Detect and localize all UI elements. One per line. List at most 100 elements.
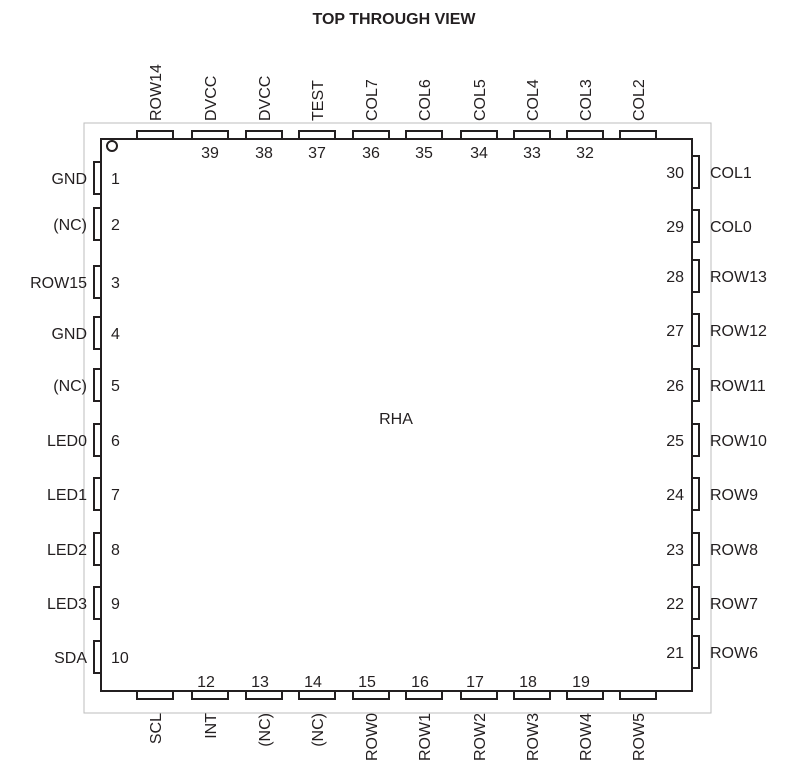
- pin-name-label: ROW9: [710, 487, 758, 504]
- pin-number-label: 34: [470, 145, 488, 162]
- pin-number-label: 3: [111, 275, 120, 292]
- pin-number-label: 16: [411, 674, 429, 691]
- pin-number-label: 30: [666, 165, 684, 182]
- pin-name-label: COL3: [578, 79, 595, 121]
- pin-pad: [93, 316, 101, 350]
- pin-pad: [692, 532, 700, 566]
- pin-number-label: 10: [111, 650, 129, 667]
- pin-number-label: 18: [519, 674, 537, 691]
- pin-name-label: ROW10: [710, 433, 767, 450]
- pin-pad: [93, 265, 101, 299]
- pin-name-label: GND: [51, 171, 87, 188]
- pin-bottom-15: ROW0 15: [352, 674, 390, 761]
- package-label: RHA: [379, 411, 413, 428]
- pin-number-label: 29: [666, 219, 684, 236]
- pin-pad: [692, 635, 700, 669]
- pin1-marker: [106, 140, 118, 152]
- pin-number-label: 38: [255, 145, 273, 162]
- pin-number-label: 5: [111, 378, 120, 395]
- pin-pad: [513, 691, 551, 700]
- pin-number-label: 12: [197, 674, 215, 691]
- pin-name-label: COL6: [417, 79, 434, 121]
- pin-number-label: 1: [111, 171, 120, 188]
- pin-name-label: COL5: [472, 79, 489, 121]
- pin-pad: [136, 691, 174, 700]
- pin-pad: [460, 130, 498, 139]
- pin-pad: [692, 368, 700, 402]
- pin-name-label: ROW7: [710, 596, 758, 613]
- pin-name-label: (NC): [257, 713, 274, 747]
- pin-right-28: ROW13 28: [666, 259, 767, 293]
- pin-pad: [93, 532, 101, 566]
- pin-name-label: COL1: [710, 165, 752, 182]
- pin-pad: [191, 691, 229, 700]
- pin-name-label: SCL: [148, 713, 165, 744]
- pin-number-label: 19: [572, 674, 590, 691]
- pin-pad: [136, 130, 174, 139]
- pin-name-label: ROW12: [710, 323, 767, 340]
- pin-top-38: DVCC 38: [245, 76, 283, 162]
- pin-number-label: 39: [201, 145, 219, 162]
- pin-right-21: ROW6 21: [666, 635, 758, 669]
- pin-pad: [692, 586, 700, 620]
- pin-bottom-13: (NC) 13: [245, 674, 283, 747]
- pin-pad: [191, 130, 229, 139]
- pin-right-25: ROW10 25: [666, 423, 767, 457]
- pin-pad: [352, 691, 390, 700]
- pin-number-label: 26: [666, 378, 684, 395]
- pin-pad: [245, 130, 283, 139]
- pin-pad: [93, 586, 101, 620]
- pin-number-label: 14: [304, 674, 322, 691]
- pin-number-label: 8: [111, 542, 120, 559]
- pin-name-label: ROW6: [710, 645, 758, 662]
- pin-name-label: (NC): [310, 713, 327, 747]
- pin-left-2: (NC) 2: [53, 207, 120, 241]
- pin-pad: [93, 161, 101, 195]
- pin-name-label: LED1: [47, 487, 87, 504]
- pin-number-label: 9: [111, 596, 120, 613]
- pin-pad: [566, 691, 604, 700]
- pin-left-6: LED0 6: [47, 423, 120, 457]
- pin-left-7: LED1 7: [47, 477, 120, 511]
- pin-name-label: DVCC: [257, 76, 274, 121]
- pin-pad: [405, 130, 443, 139]
- pin-name-label: ROW5: [631, 713, 648, 761]
- pin-top-col2: COL2: [619, 79, 657, 139]
- pin-pad: [245, 691, 283, 700]
- pin-top-34: COL5 34: [460, 79, 498, 162]
- pin-right-29: COL0 29: [666, 209, 752, 243]
- pin-pad: [566, 130, 604, 139]
- pin-number-label: 33: [523, 145, 541, 162]
- pin-number-label: 28: [666, 269, 684, 286]
- pin-name-label: ROW11: [710, 378, 766, 395]
- pin-name-label: LED2: [47, 542, 87, 559]
- pin-pad: [692, 259, 700, 293]
- pin-bottom-row5: ROW5: [619, 691, 657, 761]
- pin-name-label: TEST: [310, 80, 327, 121]
- pin-name-label: (NC): [53, 378, 87, 395]
- pin-name-label: COL4: [525, 79, 542, 121]
- pin-number-label: 4: [111, 326, 120, 343]
- pin-pad: [93, 423, 101, 457]
- pin-pad: [692, 423, 700, 457]
- pin-top-33: COL4 33: [513, 79, 551, 162]
- pin-name-label: COL0: [710, 219, 752, 236]
- pin-pad: [405, 691, 443, 700]
- pin-right-23: ROW8 23: [666, 532, 758, 566]
- diagram-title: TOP THROUGH VIEW: [313, 11, 477, 28]
- pin-number-label: 17: [466, 674, 484, 691]
- pin-name-label: ROW3: [525, 713, 542, 761]
- pin-top-row14: ROW14: [136, 64, 174, 139]
- pin-pad: [298, 691, 336, 700]
- pin-left-8: LED2 8: [47, 532, 120, 566]
- pin-number-label: 6: [111, 433, 120, 450]
- pin-name-label: DVCC: [203, 76, 220, 121]
- pin-name-label: SDA: [54, 650, 87, 667]
- pin-pad: [93, 368, 101, 402]
- pin-pad: [352, 130, 390, 139]
- pin-name-label: ROW0: [364, 713, 381, 761]
- pin-name-label: COL7: [364, 79, 381, 121]
- pin-number-label: 23: [666, 542, 684, 559]
